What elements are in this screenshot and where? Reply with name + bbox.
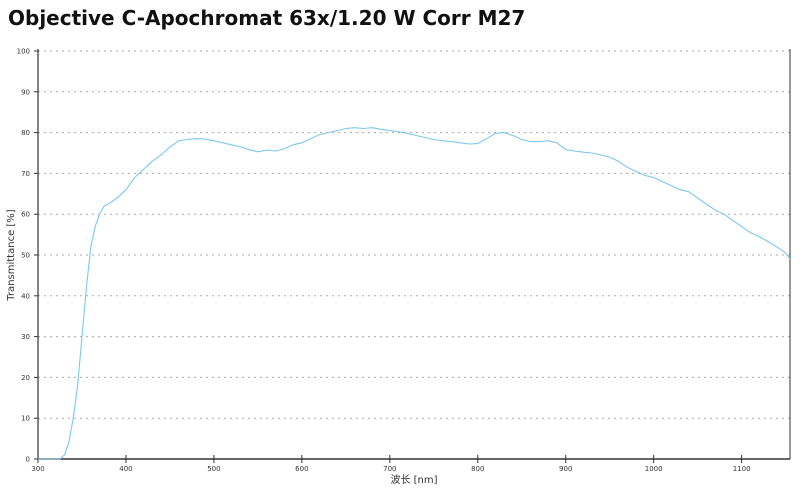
tick-labels: 0 10 20 30 40 50 60 70 80 90 100 300 400 500 600 700 800…	[17, 48, 751, 474]
x-tick-label: 800	[471, 465, 484, 473]
x-tick-label: 1100	[733, 465, 751, 473]
x-tick-label: 600	[295, 465, 308, 473]
axes	[34, 49, 791, 463]
y-tick-label: 50	[21, 252, 30, 260]
y-tick-label: 90	[21, 88, 30, 96]
x-tick-label: 900	[559, 465, 572, 473]
x-tick-label: 500	[207, 465, 220, 473]
y-tick-label: 30	[21, 333, 30, 341]
y-tick-label: 60	[21, 211, 30, 219]
y-axis-label: Transmittance [%]	[6, 209, 17, 301]
series-group	[38, 127, 791, 460]
y-tick-label: 100	[17, 48, 30, 56]
y-tick-label: 10	[21, 415, 30, 423]
transmittance-line	[38, 127, 791, 460]
y-tick-label: 80	[21, 129, 30, 137]
x-tick-label: 400	[119, 465, 132, 473]
x-axis-label: 波长 [nm]	[390, 473, 437, 486]
y-tick-label: 40	[21, 292, 30, 300]
y-tick-label: 20	[21, 374, 30, 382]
y-tick-label: 70	[21, 170, 30, 178]
y-tick-label: 0	[26, 456, 30, 464]
x-tick-label: 700	[383, 465, 396, 473]
gridlines	[38, 50, 790, 419]
x-tick-label: 1000	[645, 465, 663, 473]
x-tick-label: 300	[31, 465, 44, 473]
chart-title: Objective C-Apochromat 63x/1.20 W Corr M…	[8, 6, 526, 30]
